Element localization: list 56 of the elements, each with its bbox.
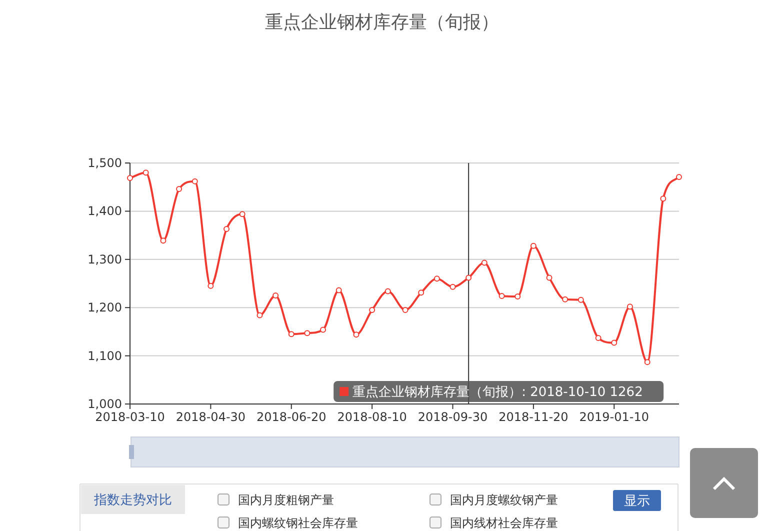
point (418, 290, 424, 296)
y-tick-label: 1,300 (88, 252, 122, 266)
text: 显示 (624, 494, 650, 509)
point (320, 326, 326, 333)
x-tick-label: 2018-03-10 (95, 410, 165, 424)
point (595, 334, 602, 341)
point (530, 242, 536, 249)
point (272, 292, 279, 299)
point (369, 307, 376, 314)
x-tick-label: 2018-09-30 (418, 410, 488, 424)
point (304, 330, 310, 336)
point (336, 287, 342, 294)
annotation: 重点企业钢材库存量（旬报）: 2018-10-10 1262 (352, 385, 643, 400)
point (498, 293, 505, 300)
point (127, 174, 133, 181)
y-tick-label: 1,200 (88, 300, 122, 315)
point (466, 274, 472, 281)
point (514, 294, 521, 300)
point (562, 296, 568, 302)
x-tick-label: 2018-08-10 (337, 410, 407, 424)
x-tick-label: 2018-04-30 (176, 410, 246, 424)
point (192, 178, 198, 184)
point (450, 284, 456, 290)
text: 国内月度粗钢产量 (238, 493, 334, 507)
point (353, 332, 360, 338)
y-tick-label: 1,000 (88, 397, 122, 411)
point (239, 211, 246, 218)
point (481, 260, 488, 266)
x-tick-label: 2019-01-10 (579, 410, 650, 424)
text: 国内螺纹钢社会库存量 (238, 516, 358, 530)
point (626, 304, 633, 310)
y-tick-label: 1,500 (88, 156, 122, 170)
point (644, 359, 650, 366)
y-tick-label: 1,400 (88, 204, 122, 218)
text: 国内线材社会库存量 (450, 516, 558, 530)
point (208, 282, 214, 289)
point (176, 186, 182, 192)
x-tick-label: 2018-11-20 (498, 410, 568, 424)
point (578, 296, 584, 303)
point (288, 331, 294, 338)
point (660, 196, 666, 202)
point (142, 170, 149, 176)
point (384, 288, 391, 294)
point (611, 340, 618, 346)
chart-title: 重点企业钢材库存量（旬报） (265, 12, 499, 33)
x-tick-label: 2018-06-20 (256, 410, 326, 424)
y-tick-label: 1,100 (88, 348, 122, 363)
point (256, 312, 263, 318)
point (402, 307, 408, 314)
point (434, 276, 440, 282)
point (160, 238, 166, 244)
point (546, 274, 552, 281)
point (676, 174, 682, 180)
text: 国内月度螺纹钢产量 (450, 493, 558, 507)
text: 指数走势对比 (93, 493, 172, 508)
point (224, 226, 230, 232)
